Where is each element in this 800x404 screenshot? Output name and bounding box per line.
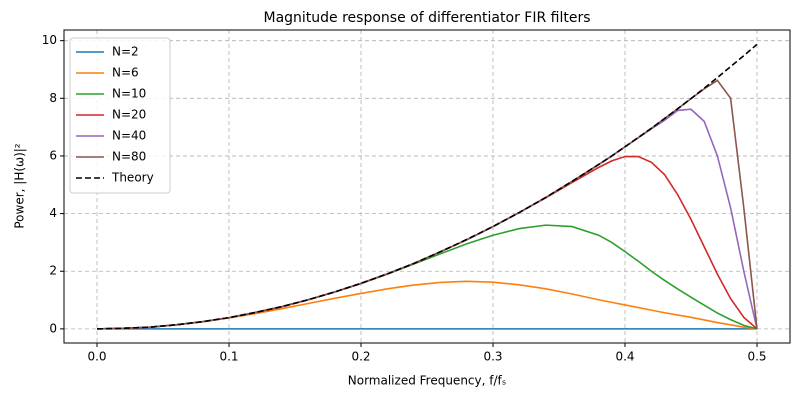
y-tick-label: 6: [49, 148, 57, 162]
y-tick-label: 4: [49, 206, 57, 220]
y-tick-label: 10: [42, 33, 57, 47]
y-tick-label: 0: [49, 321, 57, 335]
y-tick-label: 8: [49, 91, 57, 105]
legend-label: N=6: [112, 66, 139, 80]
plot-frame: [63, 29, 791, 344]
y-axis-label: Power, |H(ω)|²: [13, 143, 27, 228]
series-line: [96, 43, 758, 330]
legend-box: [69, 37, 171, 194]
x-tick-label: 0.4: [615, 350, 634, 364]
legend-label: N=20: [112, 108, 146, 122]
legend-label: N=80: [112, 150, 146, 164]
legend-label: Theory: [111, 171, 154, 185]
legend-label: N=40: [112, 129, 146, 143]
x-tick-label: 0.1: [219, 350, 238, 364]
x-tick-label: 0.0: [87, 350, 106, 364]
y-tick-label: 2: [49, 264, 57, 278]
x-tick-label: 0.2: [351, 350, 370, 364]
x-axis-label: Normalized Frequency, f/fₛ: [348, 374, 506, 388]
x-tick-label: 0.5: [747, 350, 766, 364]
legend-label: N=10: [112, 87, 146, 101]
chart-title: Magnitude response of differentiator FIR…: [263, 10, 590, 26]
legend-label: N=2: [112, 45, 139, 59]
x-tick-label: 0.3: [483, 350, 502, 364]
